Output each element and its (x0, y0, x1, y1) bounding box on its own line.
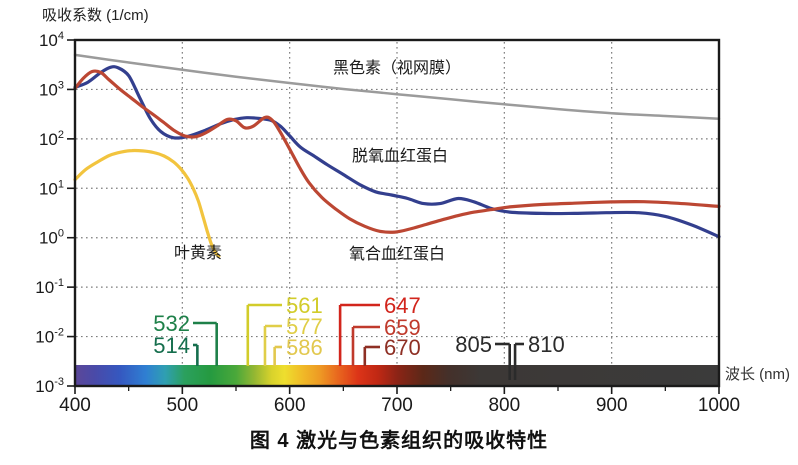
x-tick-label-800: 800 (488, 395, 520, 416)
curves (73, 53, 721, 258)
laser-marker-586: 586 (273, 335, 323, 366)
marker-label-577: 577 (286, 314, 323, 339)
x-tick-label-900: 900 (596, 395, 628, 416)
series-label-2: 氧合血红蛋白 (349, 245, 445, 263)
marker-label-647: 647 (384, 293, 421, 318)
laser-marker-577: 577 (263, 314, 323, 366)
marker-label-586: 586 (286, 335, 323, 360)
curve-series-0 (73, 53, 721, 121)
x-tick-label-600: 600 (274, 395, 306, 416)
series-label-3: 叶黄素 (174, 244, 222, 262)
y-tick-label-1e1: 101 (39, 178, 64, 198)
y-tick-label-1e3: 103 (39, 79, 64, 99)
y-tick-label-1e-3: 10-3 (35, 376, 64, 396)
x-tick-label-700: 700 (381, 395, 413, 416)
y-tick-label-1e4: 104 (39, 30, 64, 50)
laser-marker-670: 670 (363, 335, 421, 366)
marker-label-532: 532 (153, 311, 190, 336)
y-tick-label-1e0: 100 (39, 228, 64, 248)
laser-marker-810: 810 (513, 332, 565, 380)
x-tick-label-500: 500 (166, 395, 198, 416)
spectrum-bar (75, 365, 719, 385)
series-label-0: 黑色素（视网膜） (333, 59, 461, 77)
marker-label-810: 810 (528, 332, 565, 357)
series-label-1: 脱氧血红蛋白 (352, 147, 448, 165)
y-axis-title: 吸收系数 (1/cm) (42, 7, 149, 24)
laser-marker-561: 561 (246, 293, 323, 366)
laser-marker-805: 805 (455, 332, 512, 380)
x-axis-title: 波长 (nm) (725, 366, 790, 383)
laser-marker-514: 514 (153, 333, 199, 366)
y-tick-label-1e-1: 10-1 (35, 277, 64, 297)
x-tick-label-400: 400 (59, 395, 91, 416)
curve-series-2 (73, 69, 721, 234)
y-tick-label-1e2: 102 (39, 129, 64, 149)
marker-label-670: 670 (384, 335, 421, 360)
x-tick-label-1000: 1000 (698, 395, 740, 416)
laser-marker-647: 647 (338, 293, 421, 366)
curve-series-3 (73, 148, 221, 258)
figure-caption: 图 4 激光与色素组织的吸收特性 (249, 430, 549, 452)
marker-label-659: 659 (384, 315, 421, 340)
y-tick-label-1e-2: 10-2 (35, 327, 64, 347)
laser-marker-532: 532 (153, 311, 218, 366)
marker-label-561: 561 (286, 293, 323, 318)
plot-frame (73, 38, 721, 388)
marker-label-805: 805 (455, 332, 492, 357)
marker-label-514: 514 (153, 333, 190, 358)
laser-marker-659: 659 (351, 315, 421, 366)
